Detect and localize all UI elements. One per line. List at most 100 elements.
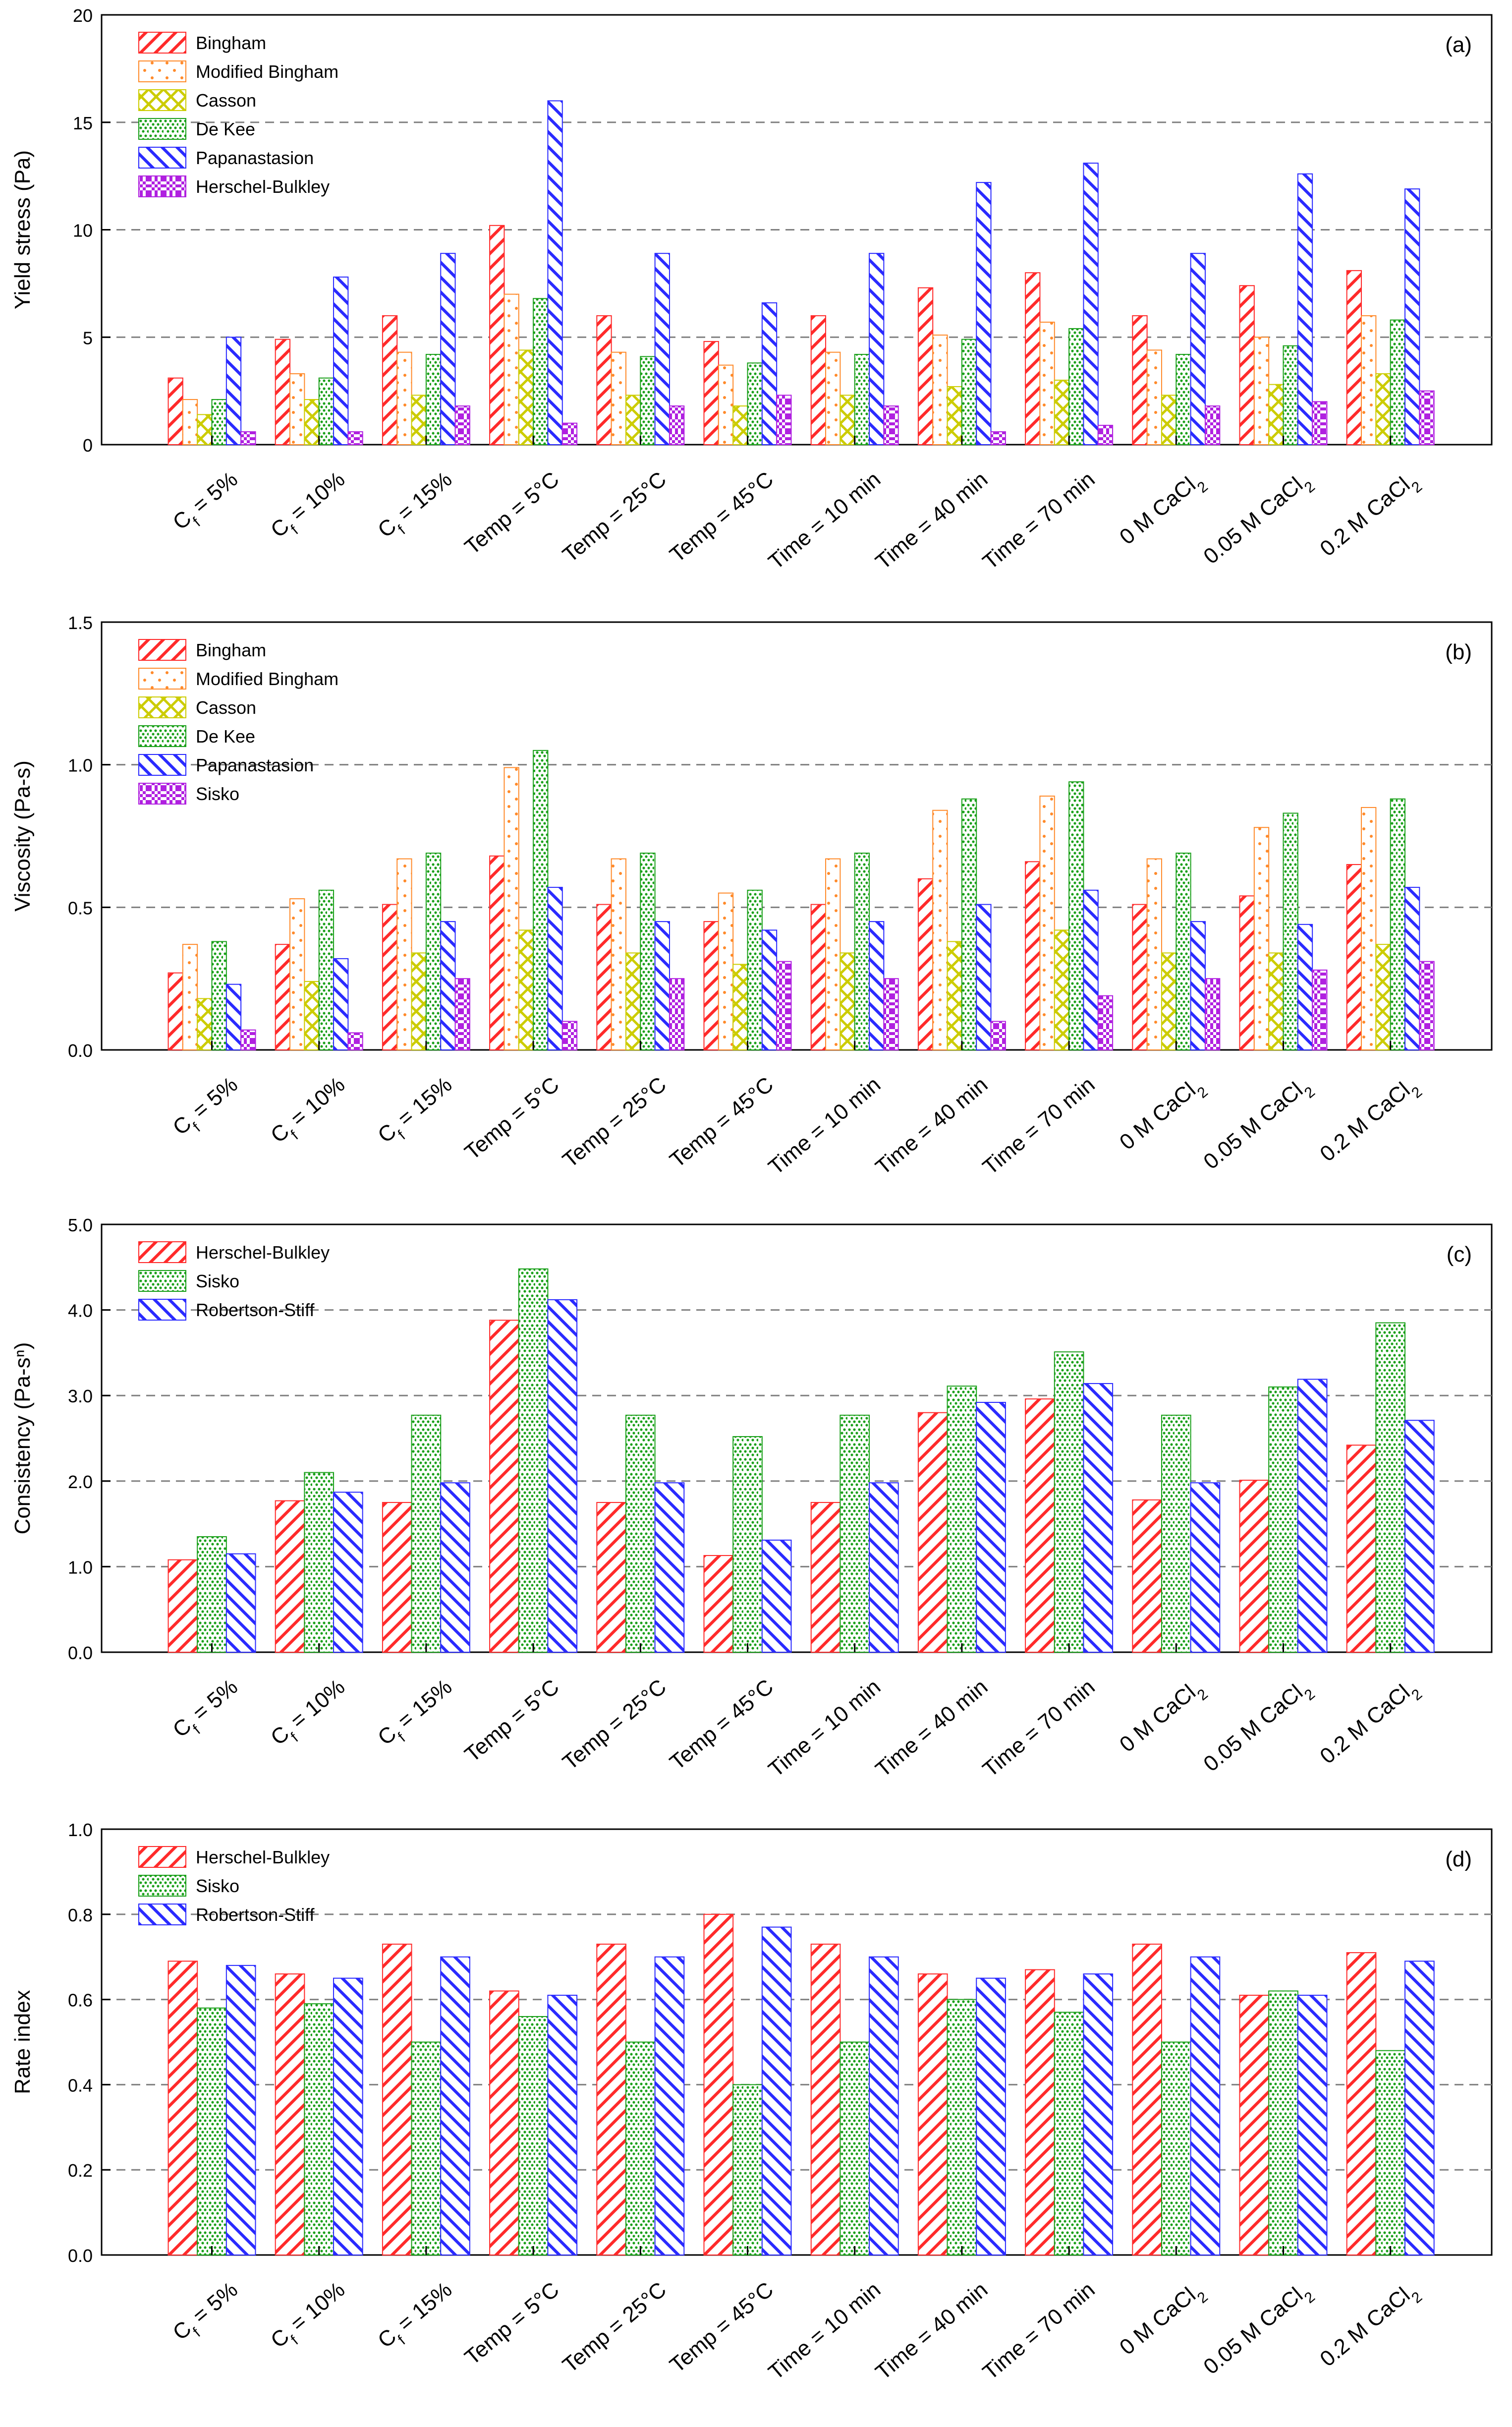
bar-herschel-bulkley-3 [489,1990,519,2255]
bar-modified-bingham-7 [932,809,948,1050]
x-tick-label-0: Cf = 5% [168,2277,247,2350]
x-tick-label-1: Cf = 10% [266,1675,354,1755]
bar-herschel-bulkley-0 [240,431,256,445]
bar-de-kee-1 [318,889,335,1051]
bar-bingham-0 [168,972,183,1051]
bar-de-kee-7 [961,339,977,446]
bar-sisko-11 [1375,2050,1406,2256]
bar-papanastasion-2 [440,921,456,1050]
bar-sisko-2 [454,978,470,1050]
x-tick-label-3: Temp = 5°C [460,1675,564,1767]
panel-label: (d) [1445,1847,1472,1871]
x-tick-label-3: Temp = 5°C [460,2277,564,2369]
bar-bingham-0 [168,377,183,445]
bar-sisko-0 [240,1029,256,1050]
bar-sisko-2 [411,2041,442,2255]
x-tick-label-8: Time = 70 min [978,467,1100,574]
y-tick-label: 20 [73,5,93,26]
bar-sisko-6 [840,2041,870,2255]
bar-groups [168,100,1435,446]
bar-robertson-stiff-3 [547,1299,578,1653]
legend-swatch-papanastasion [138,147,186,169]
bar-sisko-10 [1312,969,1328,1050]
bar-casson-10 [1268,384,1284,445]
bar-papanastasion-11 [1404,887,1420,1051]
legend-swatch-robertson-stiff [138,1299,186,1321]
x-tick-label-8: Time = 70 min [978,1675,1100,1782]
bar-robertson-stiff-6 [869,1482,899,1653]
legend: Herschel-Bulkley Sisko Robertson-Stiff [138,1241,330,1321]
legend-swatch-modified-bingham [138,668,186,690]
legend: Herschel-Bulkley Sisko Robertson-Stiff [138,1846,330,1925]
bar-modified-bingham-9 [1146,858,1162,1050]
bar-sisko-0 [197,2007,227,2256]
bar-sisko-7 [947,1999,977,2256]
bar-herschel-bulkley-10 [1239,1480,1270,1653]
legend-label-sisko: Sisko [196,1271,239,1291]
bar-bingham-2 [382,315,398,446]
bar-herschel-bulkley-9 [1132,1943,1162,2255]
bar-herschel-bulkley-5 [703,1913,734,2256]
bar-de-kee-0 [211,399,227,446]
bar-sisko-8 [1054,1351,1084,1653]
x-tick-label-1: Cf = 10% [266,467,354,548]
x-tick-label-5: Temp = 45°C [665,2277,778,2377]
bar-robertson-stiff-1 [333,1492,363,1653]
bar-sisko-6 [883,978,899,1050]
x-tick-label-5: Temp = 45°C [665,1072,778,1172]
legend-label-de-kee: De Kee [196,119,255,139]
legend-swatch-de-kee [138,118,186,140]
legend-label-papanastasion: Papanastasion [196,755,314,775]
x-tick-label-4: Temp = 25°C [558,1675,671,1775]
plot-frame [101,1828,1493,2256]
bar-sisko-8 [1097,995,1114,1050]
bar-herschel-bulkley-0 [168,1961,198,2256]
bar-casson-7 [947,941,962,1050]
y-tick-label: 4.0 [68,1301,93,1321]
bar-bingham-6 [810,904,827,1050]
y-tick-label: 0.0 [68,2246,93,2266]
x-tick-label-6: Time = 10 min [764,2277,885,2384]
bar-herschel-bulkley-3 [489,1320,519,1653]
bar-bingham-7 [917,287,934,445]
bar-sisko-7 [990,1021,1006,1050]
bar-casson-1 [304,399,320,446]
bar-casson-10 [1268,952,1284,1051]
legend-label-de-kee: De Kee [196,726,255,747]
x-tick-label-5: Temp = 45°C [665,1675,778,1775]
bar-sisko-5 [732,2084,763,2255]
bar-sisko-10 [1268,1386,1298,1653]
bar-de-kee-6 [854,853,870,1051]
bar-casson-8 [1054,379,1070,446]
bar-bingham-7 [917,878,934,1051]
bar-bingham-11 [1346,864,1362,1050]
legend-swatch-herschel-bulkley [138,1241,186,1263]
bar-papanastasion-8 [1083,889,1099,1051]
x-tick-label-0: Cf = 5% [168,1072,247,1145]
panel-consistency: 0.0 1.0 2.0 3.0 4.0 5.0 Consistency (Pa-sⁿ) (c)… [10,1215,1493,1782]
bar-robertson-stiff-7 [976,1402,1006,1653]
bar-papanastasion-9 [1190,253,1206,445]
bar-sisko-7 [947,1386,977,1653]
bar-casson-5 [732,964,748,1051]
legend-swatch-casson [138,696,186,718]
bar-de-kee-4 [640,356,656,446]
bar-casson-11 [1375,373,1391,445]
panel-yield-stress: 0 5 10 15 20 Yield stress (Pa) (a) Cf = 5% Cf = … [10,5,1493,575]
x-tick-label-3: Temp = 5°C [460,1072,564,1164]
bar-casson-0 [197,414,213,445]
bar-modified-bingham-3 [504,293,519,445]
bar-modified-bingham-1 [289,898,305,1051]
bar-herschel-bulkley-6 [883,405,899,445]
bar-papanastasion-4 [654,921,670,1050]
bar-casson-0 [197,998,213,1050]
bar-herschel-bulkley-6 [810,1943,841,2255]
bar-herschel-bulkley-1 [275,1500,305,1653]
bar-modified-bingham-7 [932,334,948,445]
bar-bingham-9 [1132,904,1148,1050]
bar-herschel-bulkley-11 [1419,390,1435,445]
legend-label-bingham: Bingham [196,640,266,660]
bar-robertson-stiff-11 [1404,1961,1435,2256]
bar-sisko-9 [1204,978,1221,1050]
bar-modified-bingham-6 [825,858,841,1050]
